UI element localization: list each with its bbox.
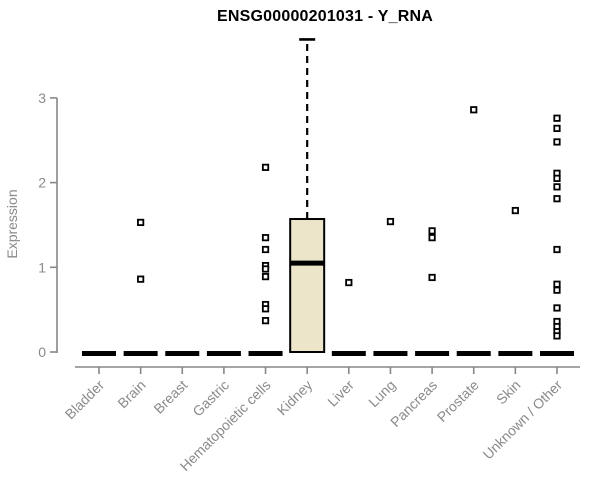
- outlier-point: [137, 275, 145, 283]
- outlier-point: [553, 174, 561, 182]
- x-axis-category-label: Liver: [324, 377, 357, 410]
- outlier-point: [511, 206, 519, 215]
- x-axis-category-label: Skin: [493, 377, 524, 408]
- outlier-point: [553, 183, 561, 191]
- x-axis-category-label: Kidney: [274, 377, 316, 419]
- y-axis-tick-label: 0: [38, 344, 46, 360]
- category-group-unknown-other: [539, 114, 574, 356]
- outlier-point: [428, 234, 436, 242]
- outlier-point: [553, 332, 561, 340]
- x-axis-category-label: Prostate: [434, 377, 482, 425]
- outlier-point: [261, 317, 270, 325]
- category-group-prostate: [456, 106, 491, 356]
- outlier-point: [553, 245, 561, 254]
- category-group-kidney: [289, 38, 326, 353]
- x-axis-category-label: Bladder: [62, 377, 108, 423]
- x-axis-category-label: Breast: [150, 377, 190, 417]
- chart-title: ENSG00000201031 - Y_RNA: [217, 8, 433, 25]
- x-axis-category-label: Lung: [365, 377, 398, 410]
- category-group-pancreas: [415, 227, 450, 356]
- outlier-point: [553, 304, 561, 312]
- outlier-point: [553, 114, 561, 122]
- outlier-point: [261, 163, 270, 171]
- outlier-point: [428, 227, 436, 235]
- outlier-point: [553, 138, 561, 146]
- y-axis-tick-label: 2: [38, 175, 46, 191]
- outlier-point: [261, 265, 270, 273]
- category-group-skin: [498, 206, 533, 356]
- category-group-brain: [123, 218, 158, 356]
- outlier-point: [261, 305, 270, 313]
- outlier-point: [553, 195, 561, 203]
- outlier-point: [345, 278, 353, 287]
- box-rect: [289, 218, 326, 353]
- x-axis-category-label: Unknown / Other: [480, 377, 566, 463]
- outlier-point: [428, 273, 436, 282]
- outlier-point: [553, 124, 561, 132]
- y-axis-tick-label: 3: [38, 90, 46, 106]
- outlier-point: [386, 217, 395, 226]
- category-group-liver: [331, 278, 366, 356]
- outlier-point: [261, 234, 270, 242]
- outlier-point: [261, 273, 270, 281]
- outlier-point: [470, 106, 478, 114]
- outlier-point: [137, 218, 145, 227]
- x-axis-category-label: Brain: [114, 377, 148, 411]
- outlier-point: [553, 286, 561, 294]
- category-group-lung: [373, 217, 408, 356]
- y-axis-tick-label: 1: [38, 259, 46, 275]
- outlier-point: [261, 245, 270, 254]
- outlier-point: [553, 280, 561, 288]
- category-group-hematopoietic-cells: [248, 163, 283, 356]
